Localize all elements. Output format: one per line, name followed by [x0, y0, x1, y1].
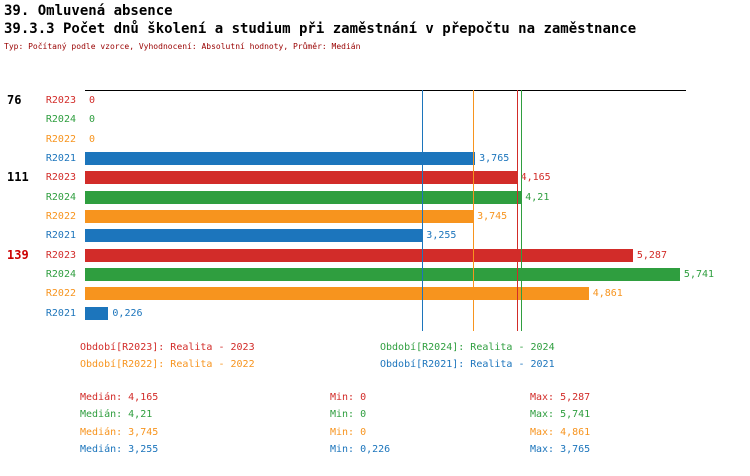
group-label: 139	[7, 247, 29, 262]
bar-R2022	[85, 287, 589, 301]
chart-row: R2021 0,226	[0, 304, 750, 323]
bar-R2021	[85, 229, 423, 243]
series-row-label: R2024	[45, 114, 76, 126]
series-row-label: R2021	[45, 230, 76, 242]
median-line-R2021	[422, 90, 424, 331]
series-row-label: R2022	[45, 288, 76, 300]
bar-R2021	[85, 151, 476, 165]
bar-value-label: 3,745	[477, 210, 508, 222]
bar-value-label: 0,226	[112, 307, 143, 319]
chart-title: 39.3.3 Počet dnů školení a studium při z…	[4, 21, 637, 37]
chart-row: R2023 4,165	[0, 168, 750, 187]
stat-min: Min: 0	[330, 409, 367, 421]
chart-row: R2021 3,765	[0, 149, 750, 168]
stat-min: Min: 0,226	[330, 444, 391, 456]
chart-row: R2024 5,741	[0, 265, 750, 284]
series-row-label: R2023	[45, 172, 76, 184]
bar-R2024	[85, 268, 680, 282]
chart-row: R2024 4,21	[0, 188, 750, 207]
stat-median: Medián: 4,21	[80, 409, 153, 421]
series-row-label: R2022	[45, 133, 76, 145]
bar-R2024	[85, 190, 522, 204]
bar-R2023	[85, 171, 517, 185]
chart-row: R2024 0	[0, 110, 750, 129]
legend-item-R2022: Období[R2022]: Realita - 2022	[80, 359, 255, 370]
stat-max: Max: 5,287	[530, 392, 591, 403]
report-title: 39. Omluvená absence	[4, 3, 173, 19]
bar-value-label: 5,287	[636, 249, 667, 261]
bar-value-label: 5,741	[683, 269, 715, 281]
stat-min: Min: 0	[330, 392, 367, 403]
bar-value-label: 0	[89, 133, 96, 145]
chart-row: R2022 4,861	[0, 284, 750, 303]
chart-row: R2021 3,255	[0, 226, 750, 245]
chart-subtitle: Typ: Počítaný podle vzorce, Vyhodnocení:…	[4, 42, 361, 51]
legend-item-R2021: Období[R2021]: Realita - 2021	[380, 359, 555, 370]
bar-value-label: 4,861	[592, 288, 623, 300]
chart-row: R2023 0	[0, 91, 750, 110]
bar-value-label: 0	[89, 114, 96, 126]
bar-value-label: 4,21	[525, 191, 550, 203]
stat-max: Max: 4,861	[530, 426, 591, 438]
median-line-R2024	[521, 90, 523, 331]
axis-line	[85, 90, 686, 91]
series-row-label: R2022	[45, 210, 76, 222]
group-label: 76	[7, 92, 22, 107]
bar-R2022	[85, 209, 474, 223]
stat-min: Min: 0	[330, 426, 367, 438]
stat-max: Max: 3,765	[530, 444, 591, 456]
chart-row: R2022 3,745	[0, 207, 750, 226]
stat-max: Max: 5,741	[530, 409, 591, 421]
series-row-label: R2021	[45, 307, 76, 319]
median-line-R2022	[473, 90, 475, 331]
stat-median: Medián: 3,745	[80, 426, 159, 438]
bar-value-label: 3,765	[479, 152, 510, 164]
median-line-R2023	[516, 90, 518, 331]
bar-R2023	[85, 248, 633, 262]
series-row-label: R2023	[45, 249, 76, 261]
group-label: 111	[7, 170, 29, 185]
bar-value-label: 4,165	[520, 172, 551, 184]
stat-median: Medián: 4,165	[80, 392, 159, 403]
bar-value-label: 3,255	[426, 230, 457, 242]
legend-item-R2023: Období[R2023]: Realita - 2023	[80, 342, 255, 353]
series-row-label: R2021	[45, 152, 76, 164]
series-row-label: R2024	[45, 191, 76, 203]
bar-R2021	[85, 306, 109, 320]
legend-item-R2024: Období[R2024]: Realita - 2024	[380, 342, 555, 353]
bar-value-label: 0	[89, 94, 96, 106]
chart-row: R2023 5,287	[0, 246, 750, 265]
series-row-label: R2024	[45, 269, 76, 281]
chart-row: R2022 0	[0, 130, 750, 149]
series-row-label: R2023	[45, 94, 76, 106]
stat-median: Medián: 3,255	[80, 444, 159, 456]
